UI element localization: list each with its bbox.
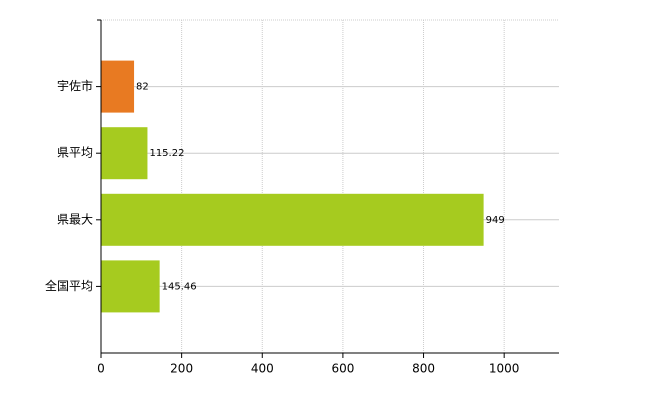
x-tick-label: 1000 xyxy=(489,362,520,376)
value-label: 82 xyxy=(136,82,149,93)
bar xyxy=(101,193,484,246)
bar xyxy=(101,127,148,180)
y-tick-label: 県平均 xyxy=(57,146,93,160)
x-tick-label: 600 xyxy=(331,362,354,376)
bar xyxy=(101,260,160,313)
value-label: 949 xyxy=(486,215,505,226)
value-label: 145.46 xyxy=(162,281,197,292)
x-tick-label: 400 xyxy=(251,362,274,376)
y-tick-label: 宇佐市 xyxy=(57,78,93,93)
y-tick-label: 県最大 xyxy=(57,212,93,226)
value-label: 115.22 xyxy=(149,148,184,159)
y-tick-label: 全国平均 xyxy=(45,278,93,293)
x-tick-label: 200 xyxy=(170,362,193,376)
x-tick-label: 0 xyxy=(97,362,105,376)
bar xyxy=(101,60,135,113)
x-tick-label: 800 xyxy=(412,362,435,376)
